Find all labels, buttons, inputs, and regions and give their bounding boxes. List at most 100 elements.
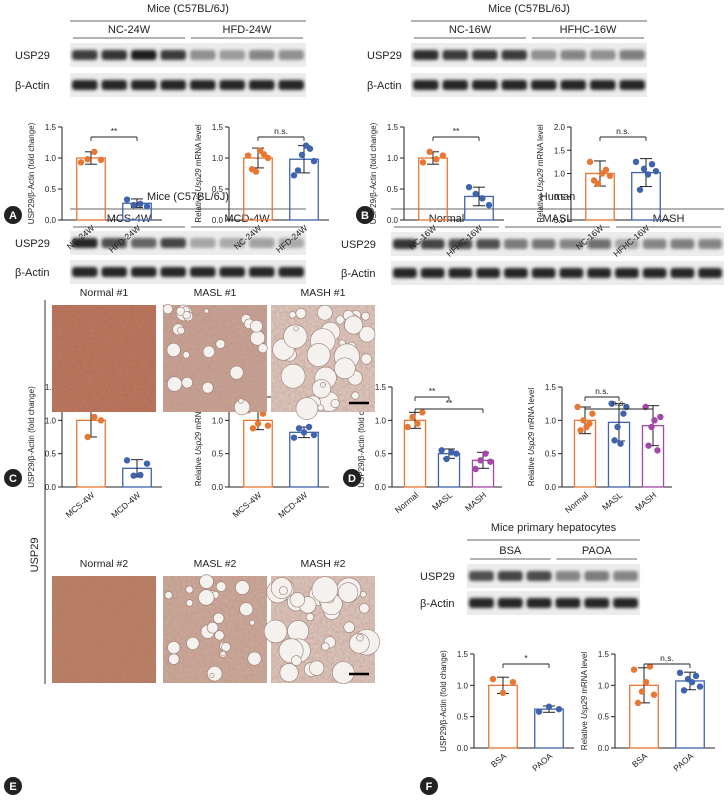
data-point	[602, 166, 610, 173]
blot-band	[587, 268, 611, 278]
y-tick-label: 0.0	[212, 216, 224, 225]
panel-letter-f: F	[420, 777, 438, 795]
data-point	[472, 465, 479, 473]
blot-band	[219, 267, 245, 277]
significance-label: n.s.	[612, 398, 626, 408]
data-point	[645, 442, 652, 449]
category-label: MASL	[430, 490, 454, 513]
data-point	[143, 203, 151, 210]
blot-group-label: NC-16W	[449, 24, 492, 36]
data-point	[636, 186, 644, 193]
lipid-vacuole	[334, 357, 356, 380]
data-point	[634, 699, 642, 707]
data-point	[479, 195, 486, 202]
data-point	[648, 423, 655, 431]
y-tick-label: 0.5	[457, 713, 469, 722]
blot-band	[469, 571, 494, 581]
category-label: MASH	[633, 490, 658, 513]
panel-letter-c: C	[4, 469, 22, 487]
data-point	[586, 158, 594, 166]
data-point	[594, 180, 602, 187]
data-point	[630, 666, 638, 673]
blot-membrane	[391, 261, 724, 285]
lipid-vacuole	[209, 672, 215, 678]
blot-band	[249, 238, 275, 248]
y-axis-label: USP29/β-Actin (fold change)	[27, 122, 36, 224]
lipid-vacuole	[279, 663, 299, 683]
blot-band	[590, 50, 616, 60]
lipid-vacuole	[291, 655, 302, 666]
data-point	[97, 156, 105, 164]
data-point	[244, 152, 252, 159]
blot-membrane	[467, 591, 640, 615]
data-point	[644, 171, 652, 178]
blot-band	[560, 50, 586, 60]
blot-group-label: MASL	[543, 213, 573, 225]
panel-letter-d: D	[343, 469, 361, 487]
panel-letter-text: F	[426, 781, 433, 793]
lipid-vacuole	[278, 586, 288, 596]
usp29-row-label: USP29	[15, 50, 50, 62]
y-tick-label: 0.0	[212, 483, 224, 492]
data-point	[426, 148, 433, 155]
data-point	[264, 422, 272, 429]
blot-band	[531, 50, 557, 60]
blot-band	[448, 268, 473, 278]
lipid-vacuole	[167, 641, 181, 655]
blot-band	[613, 571, 638, 581]
data-point	[137, 471, 144, 479]
lipid-vacuole	[358, 603, 370, 614]
bar	[418, 157, 448, 221]
lipid-vacuole	[250, 319, 263, 333]
data-point	[614, 423, 621, 431]
category-label: MCS-4W	[230, 490, 263, 520]
panel-letter-text: B	[361, 210, 369, 222]
blot-band	[615, 239, 639, 249]
panel-letter-b: B	[356, 206, 374, 224]
data-point	[290, 434, 298, 441]
blot-band	[249, 267, 275, 277]
y-tick-label: 1.5	[598, 650, 610, 659]
panel-letter-e: E	[4, 777, 22, 795]
y-tick-label: 0.0	[375, 483, 387, 492]
data-point	[295, 425, 303, 432]
blot-band	[559, 268, 584, 278]
data-point	[409, 413, 416, 421]
significance-label: **	[429, 386, 436, 396]
blot-band	[501, 50, 527, 60]
blot-band	[698, 239, 722, 249]
y-tick-label: 2.0	[554, 123, 566, 132]
lipid-vacuole	[283, 324, 308, 349]
y-axis-label: Relative Usp29 mRNA level	[536, 124, 545, 222]
blot-panel-d: Human Normal MASL MASH USP29 β-Actin	[341, 191, 724, 285]
ihc-tissue-texture	[52, 576, 156, 683]
panel-letter-badge	[4, 777, 22, 795]
lipid-vacuole	[356, 634, 364, 642]
lipid-vacuole	[335, 315, 345, 325]
data-point	[617, 440, 624, 447]
y-tick-label: 1.5	[387, 123, 399, 132]
lipid-vacuole	[351, 391, 360, 400]
lipid-vacuole	[162, 304, 173, 315]
y-tick-label: 1.5	[45, 383, 57, 392]
y-tick-label: 0.5	[45, 185, 57, 194]
category-label: MCD-4W	[109, 490, 142, 520]
data-point	[130, 472, 137, 479]
data-point	[259, 410, 267, 417]
blot-band	[497, 571, 523, 581]
y-tick-label: 1.0	[387, 154, 399, 163]
panel-letter-badge	[4, 469, 22, 487]
category-label: MCS-4W	[63, 490, 96, 520]
y-tick-label: 1.0	[212, 154, 224, 163]
blot-band	[476, 268, 500, 278]
data-point	[580, 417, 587, 424]
blot-band	[531, 80, 557, 90]
blot-band	[278, 267, 304, 277]
blot-band	[497, 598, 523, 608]
blot-band	[559, 239, 584, 249]
data-point	[465, 183, 473, 191]
data-point	[640, 165, 648, 173]
category-label: BSA	[630, 751, 650, 770]
data-point	[555, 705, 563, 713]
category-label: MASH	[463, 490, 488, 513]
